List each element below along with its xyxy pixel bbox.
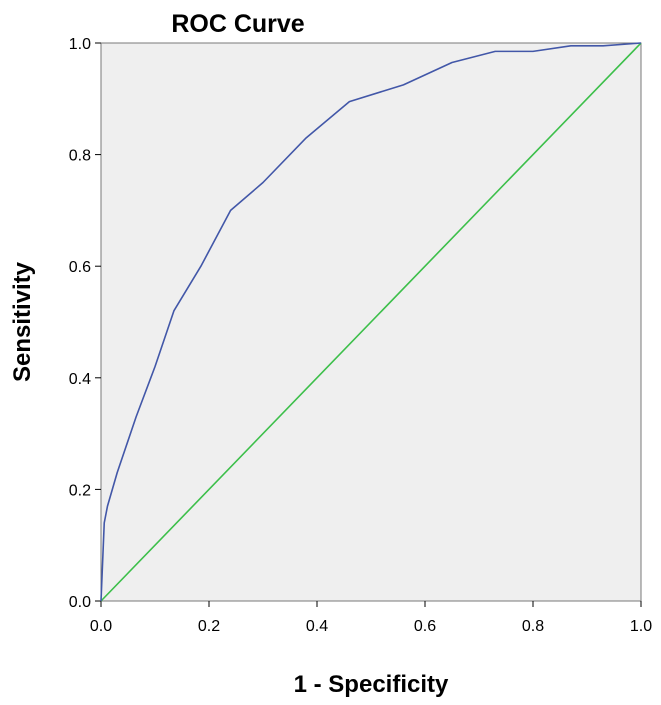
x-tick-label: 0.2 xyxy=(198,618,220,635)
series-layer xyxy=(100,42,642,602)
x-axis-label: 1 - Specificity xyxy=(294,671,449,698)
reference-diagonal-line xyxy=(100,42,642,602)
y-axis-ticks: 0.0 0.2 0.4 0.6 0.8 1.0 xyxy=(69,36,101,611)
y-tick-label: 0.0 xyxy=(69,594,91,611)
x-tick-label: 0.0 xyxy=(90,618,112,635)
y-tick-label: 0.6 xyxy=(69,259,91,276)
x-tick-label: 1.0 xyxy=(630,618,652,635)
y-axis-label: Sensitivity xyxy=(9,261,36,382)
x-tick-label: 0.8 xyxy=(522,618,544,635)
roc-curve-line xyxy=(100,42,642,602)
chart-title: ROC Curve xyxy=(171,10,304,38)
y-tick-label: 0.2 xyxy=(69,482,91,499)
y-tick-label: 0.8 xyxy=(69,148,91,165)
x-tick-label: 0.4 xyxy=(306,618,328,635)
y-tick-label: 1.0 xyxy=(69,36,91,53)
x-axis-ticks: 0.0 0.2 0.4 0.6 0.8 1.0 xyxy=(90,601,652,635)
x-tick-label: 0.6 xyxy=(414,618,436,635)
y-tick-label: 0.4 xyxy=(69,371,91,388)
